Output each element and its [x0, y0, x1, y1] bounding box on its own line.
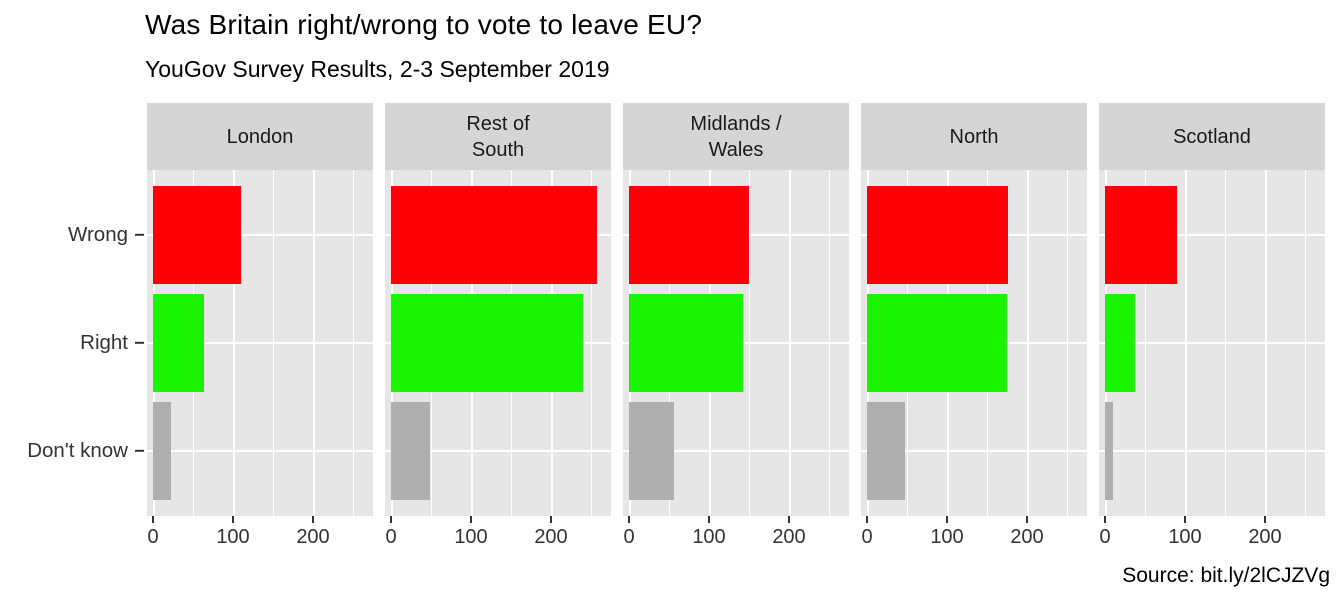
x-axis: 0 100 200: [385, 516, 611, 560]
bar-right: [391, 294, 583, 392]
gridline-horizontal: [1099, 234, 1325, 236]
bar-wrong: [1105, 186, 1177, 284]
facet-strip: Midlands / Wales: [623, 103, 849, 170]
facet-london: London 0 100 200: [147, 103, 373, 560]
bar-right: [629, 294, 744, 392]
x-tick-mark: [549, 516, 553, 523]
bar-don-t-know: [867, 402, 906, 500]
facet-panel: [861, 170, 1087, 516]
chart-subtitle: YouGov Survey Results, 2-3 September 201…: [145, 56, 610, 82]
chart-title: Was Britain right/wrong to vote to leave…: [145, 9, 703, 40]
facet-strip: London: [147, 103, 373, 170]
facet-north: North 0 100 200: [861, 103, 1087, 560]
facets: London 0 100 200 Rest of South 0 100 200 Midland…: [147, 103, 1337, 563]
x-tick-mark: [389, 516, 393, 523]
gridline-horizontal: [623, 450, 849, 452]
x-tick-mark: [865, 516, 869, 523]
y-axis: Wrong Right Don't know: [0, 170, 147, 516]
gridline-horizontal: [385, 450, 611, 452]
bar-right: [1105, 294, 1136, 392]
facet-panel: [1099, 170, 1325, 516]
x-tick-mark: [787, 516, 791, 523]
bar-wrong: [391, 186, 597, 284]
x-tick-label: 0: [147, 526, 159, 548]
gridline-horizontal: [1099, 450, 1325, 452]
gridline-horizontal: [147, 450, 373, 452]
x-tick-label: 0: [385, 526, 397, 548]
x-tick-label: 200: [1248, 526, 1282, 548]
x-axis: 0 100 200: [623, 516, 849, 560]
x-tick-mark: [151, 516, 155, 523]
bar-wrong: [629, 186, 749, 284]
bar-don-t-know: [391, 402, 431, 500]
x-tick-label: 100: [1168, 526, 1202, 548]
x-tick-label: 0: [1099, 526, 1111, 548]
gridline-horizontal: [147, 234, 373, 236]
y-tick-mark: [135, 233, 144, 237]
bar-don-t-know: [1105, 402, 1113, 500]
x-tick-label: 100: [930, 526, 964, 548]
x-tick-mark: [469, 516, 473, 523]
y-axis-label-wrong: Wrong: [67, 222, 128, 246]
x-tick-label: 200: [1010, 526, 1044, 548]
bar-don-t-know: [153, 402, 172, 500]
y-tick-mark: [135, 341, 144, 345]
x-tick-mark: [1025, 516, 1029, 523]
x-axis: 0 100 200: [861, 516, 1087, 560]
x-tick-label: 200: [772, 526, 806, 548]
facet-scotland: Scotland 0 100 200: [1099, 103, 1325, 560]
x-axis: 0 100 200: [1099, 516, 1325, 560]
x-tick-mark: [311, 516, 315, 523]
bar-don-t-know: [629, 402, 674, 500]
x-axis: 0 100 200: [147, 516, 373, 560]
x-tick-mark: [1183, 516, 1187, 523]
facet-strip: Scotland: [1099, 103, 1325, 170]
x-tick-mark: [945, 516, 949, 523]
gridline-horizontal: [147, 342, 373, 344]
x-tick-label: 100: [216, 526, 250, 548]
x-tick-mark: [1263, 516, 1267, 523]
y-axis-label-right: Right: [80, 331, 128, 354]
x-tick-mark: [1103, 516, 1107, 523]
bar-right: [867, 294, 1007, 392]
bar-wrong: [153, 186, 241, 284]
gridline-horizontal: [1099, 342, 1325, 344]
y-tick-mark: [135, 449, 144, 453]
x-tick-label: 100: [692, 526, 726, 548]
x-tick-mark: [231, 516, 235, 523]
x-tick-label: 200: [534, 526, 568, 548]
x-tick-label: 100: [454, 526, 488, 548]
source-caption: Source: bit.ly/2lCJZVg: [1122, 564, 1330, 587]
y-axis-label-don-t-know: Don't know: [27, 439, 128, 463]
facet-panel: [147, 170, 373, 516]
facet-strip: Rest of South: [385, 103, 611, 170]
x-tick-label: 200: [296, 526, 330, 548]
x-tick-label: 0: [861, 526, 873, 548]
x-tick-label: 0: [623, 526, 635, 548]
facet-panel: [385, 170, 611, 516]
facet-rest-of-south: Rest of South 0 100 200: [385, 103, 611, 560]
facet-midlands-wales: Midlands / Wales 0 100 200: [623, 103, 849, 560]
bar-wrong: [867, 186, 1008, 284]
facet-panel: [623, 170, 849, 516]
x-tick-mark: [627, 516, 631, 523]
bar-right: [153, 294, 205, 392]
x-tick-mark: [707, 516, 711, 523]
facet-strip: North: [861, 103, 1087, 170]
gridline-horizontal: [861, 450, 1087, 452]
